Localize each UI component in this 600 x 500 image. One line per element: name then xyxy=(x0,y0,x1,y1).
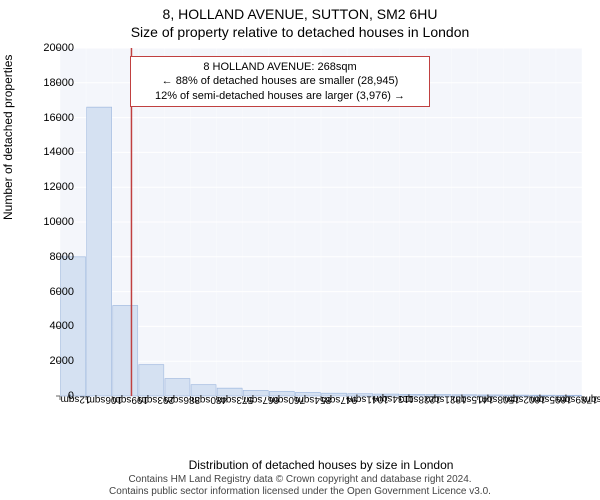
y-tick-label: 8000 xyxy=(34,251,74,263)
y-tick-label: 18000 xyxy=(34,77,74,89)
chart-area: 8 HOLLAND AVENUE: 268sqm ← 88% of detach… xyxy=(60,48,582,396)
footer-line1: Contains HM Land Registry data © Crown c… xyxy=(0,474,600,486)
y-tick-label: 4000 xyxy=(34,320,74,332)
annotation-line1: 8 HOLLAND AVENUE: 268sqm xyxy=(137,60,423,74)
page-title-line2: Size of property relative to detached ho… xyxy=(0,22,600,40)
x-axis-label: Distribution of detached houses by size … xyxy=(60,458,582,472)
y-tick-label: 16000 xyxy=(34,112,74,124)
y-tick-label: 12000 xyxy=(34,181,74,193)
footer-attribution: Contains HM Land Registry data © Crown c… xyxy=(0,474,600,498)
footer-line2: Contains public sector information licen… xyxy=(0,486,600,498)
page-title-line1: 8, HOLLAND AVENUE, SUTTON, SM2 6HU xyxy=(0,0,600,22)
y-tick-label: 2000 xyxy=(34,355,74,367)
y-tick-label: 14000 xyxy=(34,146,74,158)
annotation-line3: 12% of semi-detached houses are larger (… xyxy=(137,89,423,103)
y-tick-label: 6000 xyxy=(34,286,74,298)
annotation-box: 8 HOLLAND AVENUE: 268sqm ← 88% of detach… xyxy=(130,56,430,107)
y-tick-label: 10000 xyxy=(34,216,74,228)
y-axis-label: Number of detached properties xyxy=(1,55,15,220)
y-tick-label: 20000 xyxy=(34,42,74,54)
annotation-line2: ← 88% of detached houses are smaller (28… xyxy=(137,74,423,88)
